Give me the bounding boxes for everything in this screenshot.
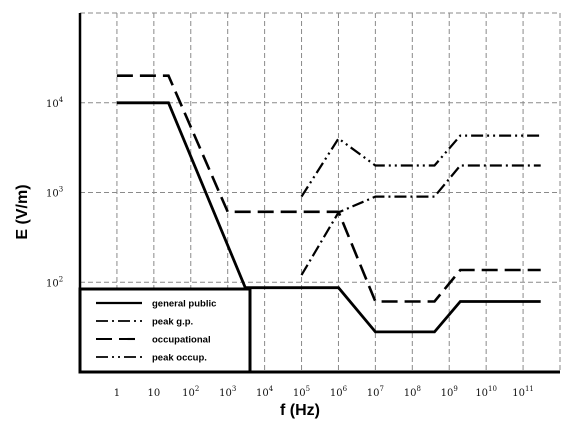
x-tick-label: 102 xyxy=(182,385,199,399)
x-axis-label: f (Hz) xyxy=(280,402,320,419)
y-tick-labels: 102 103 104 xyxy=(46,96,64,290)
y-tick-label: 104 xyxy=(46,96,64,110)
series-line-peak-g-p xyxy=(300,164,541,276)
x-tick-label: 109 xyxy=(441,385,458,399)
x-tick-label: 106 xyxy=(330,385,348,399)
x-tick-label: 1011 xyxy=(512,385,534,399)
legend-label: peak g.p. xyxy=(152,317,193,328)
legend-label: general public xyxy=(152,299,216,310)
x-tick-label: 108 xyxy=(404,385,421,399)
series-line-peak-occup xyxy=(300,134,541,198)
legend-label: occupational xyxy=(152,335,211,346)
grid-lines xyxy=(80,12,561,372)
series-layer xyxy=(116,74,541,334)
x-tick-label: 104 xyxy=(256,385,274,399)
series-line-occupational xyxy=(116,74,541,303)
legend: general public peak g.p. occupational peak … xyxy=(78,287,252,374)
x-tick-label: 1010 xyxy=(475,385,497,399)
x-tick-label: 107 xyxy=(367,385,384,399)
y-axis-label: E (V/m) xyxy=(14,184,31,239)
series-line-general-public xyxy=(116,101,541,334)
legend-label: peak occup. xyxy=(152,353,207,364)
y-tick-label: 103 xyxy=(46,186,63,200)
x-tick-label: 105 xyxy=(293,385,310,399)
x-tick-label: 103 xyxy=(219,385,236,399)
x-tick-labels: 1 10 102 103 104 105 106 107 108 109 1010 1011 xyxy=(114,385,534,399)
x-tick-label: 1 xyxy=(114,388,120,399)
y-tick-label: 102 xyxy=(46,275,63,289)
x-tick-label: 10 xyxy=(147,388,160,399)
